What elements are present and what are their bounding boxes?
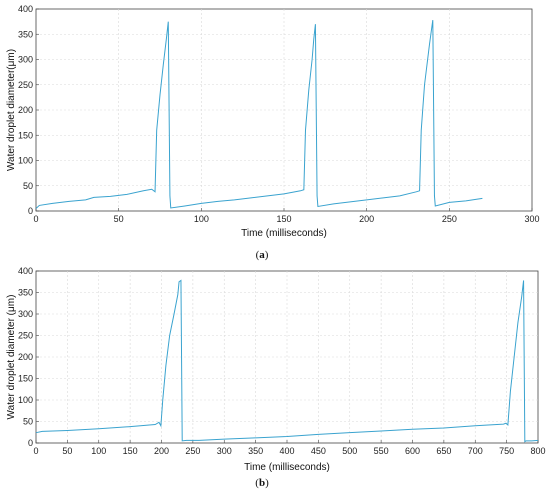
x-axis-label-b: Time (milliseconds): [244, 462, 330, 473]
x-tick-label: 250: [442, 214, 457, 224]
series-line-a: [35, 20, 483, 209]
x-tick-label: 300: [524, 214, 539, 224]
y-tick-label: 350: [18, 29, 33, 39]
caption-b: (b): [255, 477, 269, 489]
y-tick-label: 50: [23, 417, 33, 427]
y-tick-label: 250: [18, 331, 33, 341]
x-tick-label: 600: [405, 446, 420, 456]
x-tick-label: 700: [468, 446, 483, 456]
panel-a: 0 50 100 150 200 250 300 0 50 100 150 200 250 300 350…: [6, 4, 540, 261]
y-tick-label: 400: [18, 266, 33, 276]
x-tick-label: 500: [342, 446, 357, 456]
x-tick-label: 550: [374, 446, 389, 456]
y-tick-label: 350: [18, 288, 33, 298]
y-ticks-a: 0 50 100 150 200 250 300 350 400: [18, 4, 39, 216]
x-tick-label: 0: [33, 446, 38, 456]
y-axis-label-b: Water droplet diameter (μm): [6, 295, 17, 420]
x-tick-label: 0: [33, 214, 38, 224]
x-tick-label: 100: [194, 214, 209, 224]
grid-a: [36, 9, 532, 211]
y-tick-label: 200: [18, 105, 33, 115]
caption-a: (a): [256, 249, 269, 261]
y-tick-label: 300: [18, 309, 33, 319]
x-tick-label: 750: [499, 446, 514, 456]
y-tick-label: 0: [28, 206, 33, 216]
x-tick-label: 100: [91, 446, 106, 456]
y-tick-label: 150: [18, 130, 33, 140]
x-tick-label: 150: [123, 446, 138, 456]
panel-b: 0 50 100 150 200 250 300 350 400 450 500 550 600 650 7…: [6, 266, 546, 489]
x-tick-label: 250: [185, 446, 200, 456]
y-tick-label: 250: [18, 80, 33, 90]
x-tick-label: 800: [530, 446, 545, 456]
y-tick-label: 150: [18, 374, 33, 384]
x-ticks-a: 0 50 100 150 200 250 300: [33, 208, 540, 224]
x-tick-label: 200: [154, 446, 169, 456]
x-axis-label-a: Time (milliseconds): [241, 228, 327, 239]
grid-b: [36, 271, 538, 443]
x-tick-label: 400: [279, 446, 294, 456]
x-tick-label: 200: [359, 214, 374, 224]
x-tick-label: 50: [62, 446, 72, 456]
y-tick-label: 100: [18, 156, 33, 166]
x-tick-label: 300: [217, 446, 232, 456]
y-tick-label: 50: [23, 181, 33, 191]
x-tick-label: 150: [276, 214, 291, 224]
x-tick-label: 350: [248, 446, 263, 456]
y-tick-label: 300: [18, 55, 33, 65]
y-axis-label-a: Water droplet diameter(μm): [6, 49, 17, 171]
series-line-b: [35, 279, 539, 443]
y-tick-label: 400: [18, 4, 33, 14]
x-tick-label: 50: [114, 214, 124, 224]
y-tick-label: 0: [28, 438, 33, 448]
y-ticks-b: 0 50 100 150 200 250 300 350 400: [18, 266, 39, 448]
x-tick-label: 450: [311, 446, 326, 456]
y-tick-label: 200: [18, 352, 33, 362]
x-tick-label: 650: [436, 446, 451, 456]
y-tick-label: 100: [18, 395, 33, 405]
x-ticks-b: 0 50 100 150 200 250 300 350 400 450 500 550 600 650 7…: [33, 440, 546, 456]
